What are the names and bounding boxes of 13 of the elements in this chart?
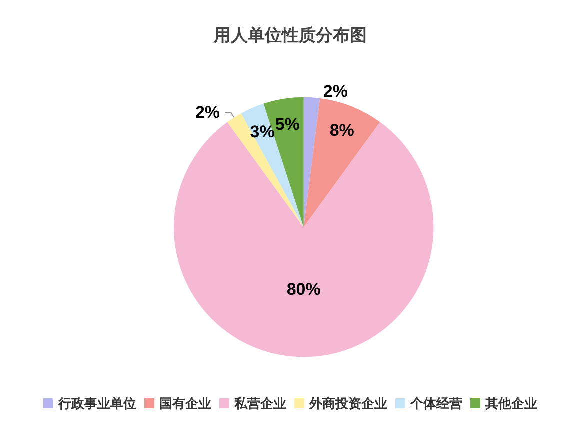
legend-label: 私营企业 (234, 396, 286, 411)
data-label: 5% (275, 115, 300, 134)
data-label: 3% (250, 122, 275, 142)
data-label: 2% (323, 82, 348, 102)
legend-label: 其他企业 (484, 396, 538, 411)
chart-title: 用人单位性质分布图 (213, 26, 367, 45)
legend-label: 行政事业单位 (58, 396, 136, 411)
data-label: 8% (330, 121, 354, 140)
legend-label: 个体经营 (410, 396, 462, 411)
data-label: 2% (195, 103, 220, 122)
legend-label: 外商投资企业 (308, 396, 388, 411)
data-label: 80% (286, 280, 321, 300)
legend-label: 国有企业 (160, 396, 212, 411)
